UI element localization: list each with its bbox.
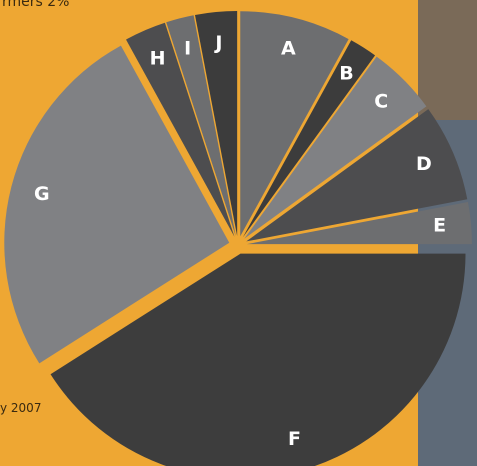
slice-label: A — [281, 37, 296, 59]
chart: rmers 2% y 2007 A BC D E F G HIJ — [0, 0, 477, 466]
slice-label: G — [34, 183, 50, 205]
slice-label: I — [184, 37, 191, 59]
slice-label: H — [150, 48, 166, 70]
annotation: rmers 2% — [2, 0, 69, 10]
slice-label: F — [288, 428, 301, 450]
annotation: y 2007 — [0, 401, 41, 415]
slice-label: D — [416, 153, 432, 175]
photo-strip-top — [418, 0, 477, 120]
slice-label: J — [213, 32, 222, 54]
slice-label: B — [339, 63, 353, 85]
slice-label: E — [433, 214, 446, 236]
slice-label: C — [374, 90, 388, 112]
